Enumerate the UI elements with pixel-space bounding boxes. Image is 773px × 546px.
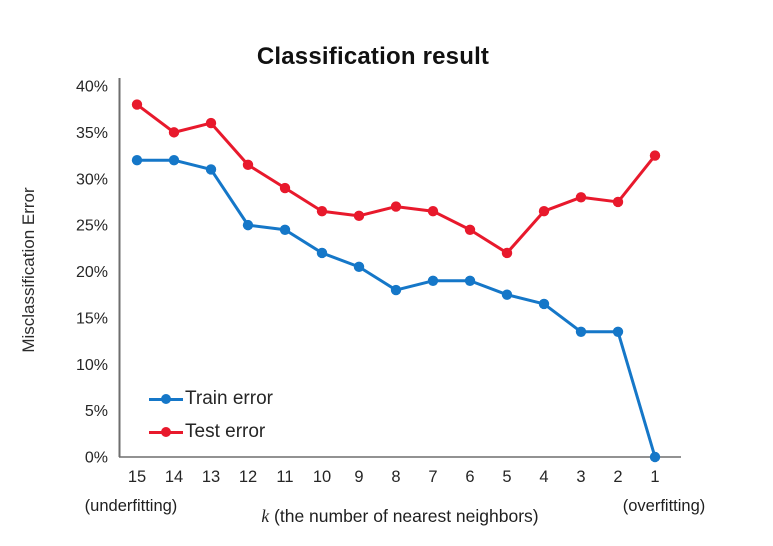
- x-tick-label: 2: [613, 468, 622, 486]
- y-tick-label: 30%: [76, 171, 108, 188]
- y-tick-label: 20%: [76, 264, 108, 281]
- test-error-point-k2: [612, 196, 624, 208]
- legend-label-test-error: Test error: [185, 421, 266, 442]
- y-tick-label: 0%: [85, 450, 108, 467]
- test-error-point-k8: [390, 201, 402, 212]
- test-error-point-k1: [649, 150, 661, 161]
- test-error-legend-marker-icon: [149, 420, 183, 444]
- train-error-point-k11: [279, 224, 291, 235]
- test-error-point-k3: [575, 192, 587, 203]
- test-error-point-k14: [168, 127, 180, 138]
- train-error-point-k13: [205, 164, 217, 175]
- x-tick-label: 1: [650, 468, 659, 486]
- test-error-line: [135, 103, 657, 255]
- x-tick-label: 9: [354, 468, 363, 486]
- x-tick-label: 5: [502, 468, 511, 486]
- test-error-point-k9: [353, 210, 365, 222]
- x-axis-title: k (the number of nearest neighbors): [261, 506, 538, 527]
- legend-item-test-error: Test error: [149, 420, 273, 444]
- train-error-point-k9: [353, 261, 365, 273]
- x-tick-label: 8: [391, 468, 400, 486]
- test-error-point-k7: [427, 206, 439, 217]
- y-tick-label: 5%: [85, 403, 108, 420]
- y-tick-label: 35%: [76, 125, 108, 142]
- test-error-point-k6: [464, 224, 476, 235]
- train-error-point-k7: [427, 275, 439, 286]
- train-error-point-k10: [316, 247, 328, 259]
- train-error-point-k12: [242, 219, 254, 231]
- x-tick-label: 14: [165, 468, 183, 486]
- x-tick-label: 12: [239, 468, 257, 486]
- train-error-point-k8: [390, 284, 402, 296]
- train-error-point-k14: [168, 155, 180, 166]
- test-error-point-k11: [279, 182, 291, 194]
- x-axis-title-rest: (the number of nearest neighbors): [269, 506, 539, 526]
- test-error-point-k5: [501, 247, 513, 259]
- x-tick-label: 11: [276, 468, 293, 486]
- legend-item-train-error: Train error: [149, 387, 273, 411]
- x-tick-label: 3: [576, 468, 585, 486]
- train-error-legend-marker-icon: [149, 387, 183, 411]
- test-error-point-k12: [242, 159, 254, 171]
- legend: Train error Test error: [149, 387, 273, 444]
- y-tick-label: 10%: [76, 357, 108, 374]
- train-error-point-k6: [464, 275, 476, 286]
- y-tick-label: 25%: [76, 218, 108, 235]
- legend-label-train-error: Train error: [185, 388, 273, 409]
- x-tick-label: 7: [428, 468, 437, 486]
- x-tick-label: 13: [202, 468, 220, 486]
- x-tick-label: 10: [313, 468, 331, 486]
- train-error-point-k2: [612, 326, 624, 337]
- y-tick-label: 15%: [76, 310, 108, 327]
- train-error-point-k5: [501, 289, 513, 300]
- test-error-point-k10: [316, 206, 328, 217]
- test-error-point-k13: [205, 117, 217, 129]
- x-axis-title-k: k: [261, 506, 270, 526]
- test-error-point-k4: [538, 206, 550, 217]
- train-error-point-k4: [538, 298, 550, 310]
- x-tick-label: 6: [465, 468, 474, 486]
- test-error-point-k15: [131, 99, 143, 110]
- underfitting-annotation: (underfitting): [84, 497, 178, 515]
- chart-title: Classification result: [256, 43, 490, 70]
- x-tick-label: 15: [128, 468, 146, 486]
- train-error-point-k3: [575, 326, 587, 337]
- x-tick-label: 4: [539, 468, 548, 486]
- y-tick-label: 40%: [76, 79, 108, 96]
- train-error-point-k1: [649, 451, 661, 463]
- overfitting-annotation: (overfitting): [622, 497, 706, 515]
- train-error-point-k15: [131, 155, 143, 166]
